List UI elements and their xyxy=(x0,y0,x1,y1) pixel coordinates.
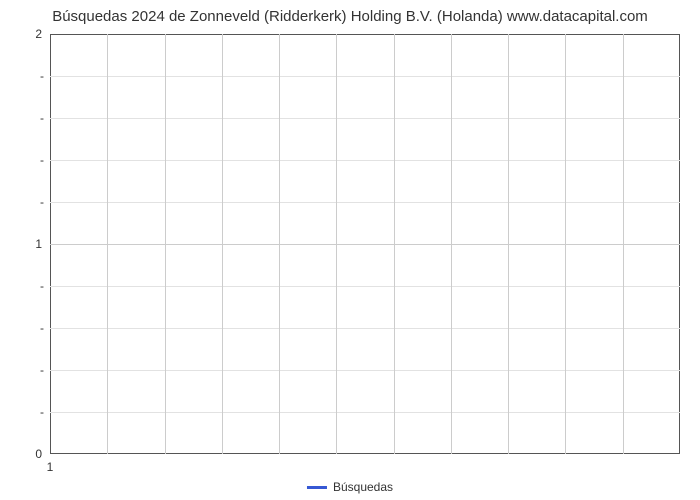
gridline-vertical xyxy=(165,34,166,454)
gridline-vertical xyxy=(107,34,108,454)
ytick-label: 2 xyxy=(24,27,42,41)
gridline-vertical xyxy=(222,34,223,454)
chart-title: Búsquedas 2024 de Zonneveld (Ridderkerk)… xyxy=(0,0,700,29)
ytick-label: 1 xyxy=(24,237,42,251)
gridline-vertical xyxy=(451,34,452,454)
chart-container: Búsquedas 2024 de Zonneveld (Ridderkerk)… xyxy=(0,0,700,500)
ytick-minor: - xyxy=(36,405,44,419)
gridline-horizontal-minor xyxy=(50,412,680,413)
xtick-label: 1 xyxy=(47,460,54,474)
gridline-vertical xyxy=(623,34,624,454)
legend-label: Búsquedas xyxy=(333,480,393,494)
legend-swatch xyxy=(307,486,327,489)
gridline-horizontal-minor xyxy=(50,328,680,329)
gridline-horizontal-minor xyxy=(50,202,680,203)
gridline-vertical xyxy=(508,34,509,454)
ytick-label: 0 xyxy=(24,447,42,461)
ytick-minor: - xyxy=(36,279,44,293)
gridline-horizontal-minor xyxy=(50,160,680,161)
gridline-horizontal-minor xyxy=(50,370,680,371)
gridline-vertical xyxy=(279,34,280,454)
gridline-horizontal-minor xyxy=(50,76,680,77)
ytick-minor: - xyxy=(36,111,44,125)
gridline-horizontal-minor xyxy=(50,118,680,119)
gridline-horizontal-minor xyxy=(50,286,680,287)
ytick-minor: - xyxy=(36,195,44,209)
ytick-minor: - xyxy=(36,363,44,377)
legend: Búsquedas xyxy=(307,480,393,494)
gridline-vertical xyxy=(394,34,395,454)
gridline-horizontal-major xyxy=(50,244,680,245)
gridline-vertical xyxy=(336,34,337,454)
gridline-vertical xyxy=(565,34,566,454)
ytick-minor: - xyxy=(36,69,44,83)
ytick-minor: - xyxy=(36,153,44,167)
ytick-minor: - xyxy=(36,321,44,335)
